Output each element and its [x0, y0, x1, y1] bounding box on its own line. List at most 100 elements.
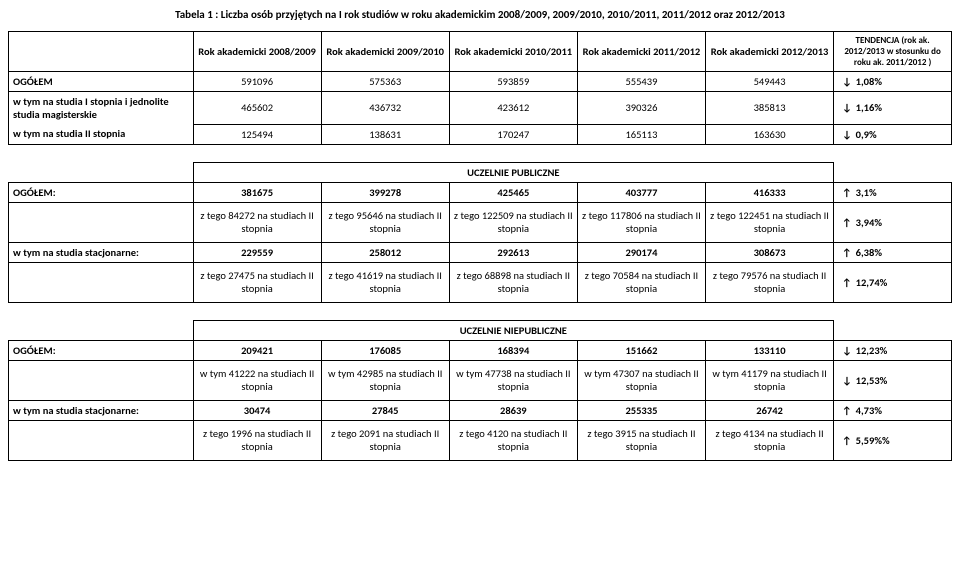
spacer-row-2 — [9, 302, 952, 320]
pub-r2-v09: z tego 95646 na studiach II stopnia — [321, 202, 449, 242]
niepub-r1-v09: 176085 — [321, 340, 449, 360]
pub-r3-v09: 258012 — [321, 242, 449, 262]
niepub-ogolem-row: OGÓŁEM: 209421 176085 168394 151662 1331… — [9, 340, 952, 360]
pub-r3-trend: 6,38% — [834, 242, 952, 262]
arrow-down-icon — [842, 75, 856, 88]
pub-r4-v11: z tego 70584 na studiach II stopnia — [577, 262, 705, 302]
niepub-r3-v12: 26742 — [706, 400, 834, 420]
niepub-r2-v10: w tym 47738 na studiach II stopnia — [449, 360, 577, 400]
arrow-down-icon — [842, 344, 856, 357]
niepub-r2-v09: w tym 42985 na studiach II stopnia — [321, 360, 449, 400]
row3-v12: 163630 — [706, 124, 834, 144]
pub-stac-label: w tym na studia stacjonarne: — [9, 242, 194, 262]
header-row: Rok akademicki 2008/2009 Rok akademicki … — [9, 32, 952, 72]
arrow-up-icon — [842, 186, 856, 199]
ogolem-trend: 1,08% — [834, 72, 952, 92]
niepub-r3-trend-val: 4,73% — [856, 404, 882, 417]
niepub-r1-v08: 209421 — [193, 340, 321, 360]
niepub-r2-v12: w tym 41179 na studiach II stopnia — [706, 360, 834, 400]
row3-trend: 0,9% — [834, 124, 952, 144]
niepub-r1-v12: 133110 — [706, 340, 834, 360]
pub-r4-row: z tego 27475 na studiach II stopnia z te… — [9, 262, 952, 302]
pub-r1-v10: 425465 — [449, 182, 577, 202]
pub-r2-trend-val: 3,94% — [856, 216, 882, 229]
pub-r1-v08: 381675 — [193, 182, 321, 202]
niepub-r2-trend: 12,53% — [834, 360, 952, 400]
niepub-r4-v12: z tego 4134 na studiach II stopnia — [706, 420, 834, 460]
niepub-title-row: UCZELNIE NIEPUBLICZNE — [9, 320, 952, 340]
pub-r1-v09: 399278 — [321, 182, 449, 202]
ogolem-v11: 555439 — [577, 72, 705, 92]
niepub-r1-v10: 168394 — [449, 340, 577, 360]
row-studia1: w tym na studia I stopnia i jednolite st… — [9, 92, 952, 125]
niepub-stac-label: w tym na studia stacjonarne: — [9, 400, 194, 420]
pub-r4-v12: z tego 79576 na studiach II stopnia — [706, 262, 834, 302]
pub-r2-trend: 3,94% — [834, 202, 952, 242]
niepub-r2-row: w tym 41222 na studiach II stopnia w tym… — [9, 360, 952, 400]
niepub-r4-trend-val: 5,59%% — [856, 434, 890, 447]
pub-r2-row: z tego 84272 na studiach II stopnia z te… — [9, 202, 952, 242]
niepub-ogolem-label: OGÓŁEM: — [9, 340, 194, 360]
row2-v10: 423612 — [449, 92, 577, 125]
niepub-r2-v08: w tym 41222 na studiach II stopnia — [193, 360, 321, 400]
row3-label: w tym na studia II stopnia — [9, 124, 194, 144]
niepub-r3-v10: 28639 — [449, 400, 577, 420]
niepub-r4-v11: z tego 3915 na studiach II stopnia — [577, 420, 705, 460]
pub-r3-v12: 308673 — [706, 242, 834, 262]
header-trend: TENDENCJA (rok ak. 2012/2013 w stosunku … — [834, 32, 952, 72]
ogolem-v12: 549443 — [706, 72, 834, 92]
niepub-r4-v10: z tego 4120 na studiach II stopnia — [449, 420, 577, 460]
ogolem-v09: 575363 — [321, 72, 449, 92]
pub-r2-v08: z tego 84272 na studiach II stopnia — [193, 202, 321, 242]
data-table: Rok akademicki 2008/2009 Rok akademicki … — [8, 31, 952, 461]
arrow-down-icon — [842, 128, 856, 141]
pub-r1-trend: 3,1% — [834, 182, 952, 202]
pub-stac-row: w tym na studia stacjonarne: 229559 2580… — [9, 242, 952, 262]
niepub-r3-trend: 4,73% — [834, 400, 952, 420]
niepub-title: UCZELNIE NIEPUBLICZNE — [193, 320, 834, 340]
pub-r4-trend: 12,74% — [834, 262, 952, 302]
row3-trend-val: 0,9% — [856, 128, 877, 141]
pub-r3-v08: 229559 — [193, 242, 321, 262]
header-empty — [9, 32, 194, 72]
header-2008: Rok akademicki 2008/2009 — [193, 32, 321, 72]
row2-v11: 390326 — [577, 92, 705, 125]
ogolem-v10: 593859 — [449, 72, 577, 92]
row2-v12: 385813 — [706, 92, 834, 125]
header-2010: Rok akademicki 2010/2011 — [449, 32, 577, 72]
ogolem-label: OGÓŁEM — [9, 72, 194, 92]
pub-r3-v10: 292613 — [449, 242, 577, 262]
niepub-r1-trend: 12,23% — [834, 340, 952, 360]
ogolem-row: OGÓŁEM 591096 575363 593859 555439 54944… — [9, 72, 952, 92]
pub-r4-v10: z tego 68898 na studiach II stopnia — [449, 262, 577, 302]
pub-r2-v11: z tego 117806 na studiach II stopnia — [577, 202, 705, 242]
niepub-r3-v09: 27845 — [321, 400, 449, 420]
row3-v11: 165113 — [577, 124, 705, 144]
pub-r3-trend-val: 6,38% — [856, 246, 882, 259]
pub-r2-v10: z tego 122509 na studiach II stopnia — [449, 202, 577, 242]
pub-r4-v09: z tego 41619 na studiach II stopnia — [321, 262, 449, 302]
row2-v08: 465602 — [193, 92, 321, 125]
row2-trend-val: 1,16% — [856, 101, 882, 114]
pub-r4-v08: z tego 27475 na studiach II stopnia — [193, 262, 321, 302]
niepub-r3-v08: 30474 — [193, 400, 321, 420]
niepub-r2-v11: w tym 47307 na studiach II stopnia — [577, 360, 705, 400]
row2-trend: 1,16% — [834, 92, 952, 125]
pub-r3-v11: 290174 — [577, 242, 705, 262]
arrow-down-icon — [842, 101, 856, 114]
pub-r1-v12: 416333 — [706, 182, 834, 202]
pub-title-row: UCZELNIE PUBLICZNE — [9, 162, 952, 182]
row3-v10: 170247 — [449, 124, 577, 144]
spacer-row — [9, 144, 952, 162]
header-2012: Rok akademicki 2012/2013 — [706, 32, 834, 72]
niepub-r4-row: z tego 1996 na studiach II stopnia z teg… — [9, 420, 952, 460]
pub-title: UCZELNIE PUBLICZNE — [193, 162, 834, 182]
arrow-up-icon — [842, 276, 856, 289]
niepub-r2-trend-val: 12,53% — [856, 374, 888, 387]
niepub-r3-v11: 255335 — [577, 400, 705, 420]
niepub-r4-v08: z tego 1996 na studiach II stopnia — [193, 420, 321, 460]
row2-label: w tym na studia I stopnia i jednolite st… — [9, 92, 194, 125]
row3-v08: 125494 — [193, 124, 321, 144]
row3-v09: 138631 — [321, 124, 449, 144]
table-title: Tabela 1 : Liczba osób przyjętych na I r… — [8, 8, 952, 21]
